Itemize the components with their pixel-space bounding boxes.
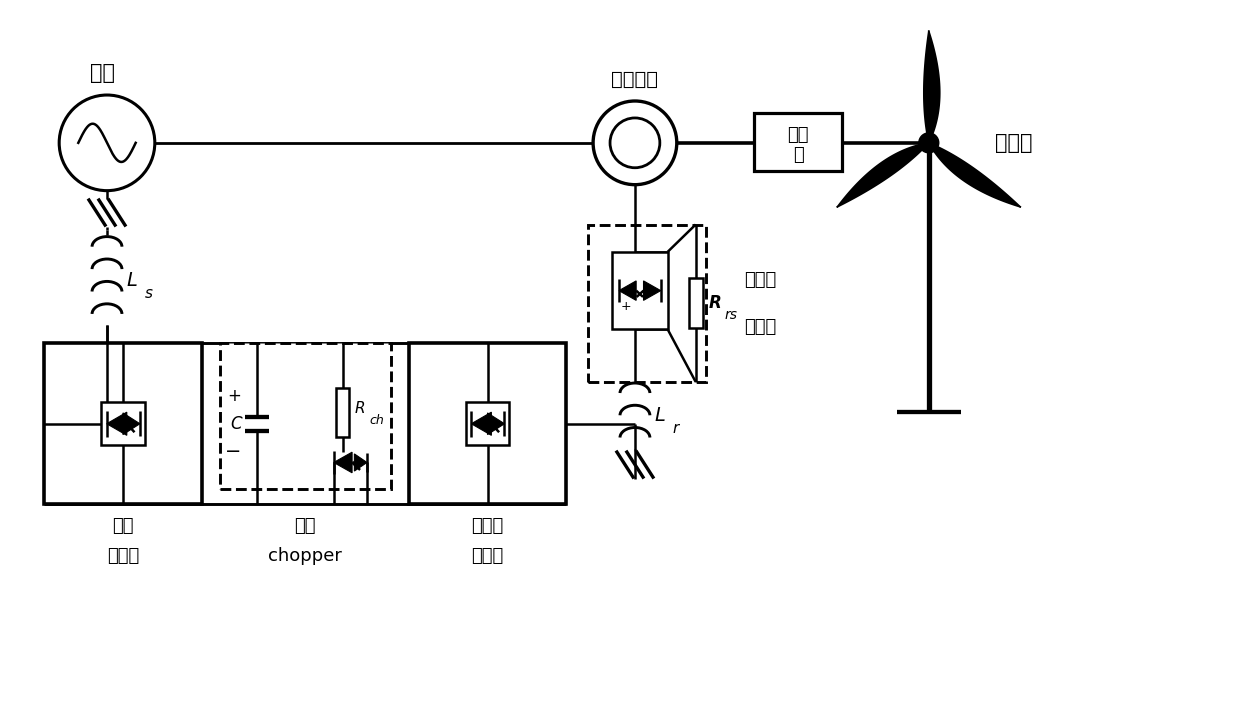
Bar: [754, 113, 842, 171]
Polygon shape: [334, 452, 352, 473]
Text: chopper: chopper: [268, 547, 342, 565]
Text: s: s: [145, 286, 153, 300]
Polygon shape: [471, 412, 491, 435]
Bar: [219, 343, 391, 490]
Text: +: +: [620, 300, 631, 313]
Text: R: R: [355, 401, 365, 416]
Bar: [588, 224, 706, 382]
Bar: [613, 252, 667, 330]
Polygon shape: [107, 412, 126, 435]
Text: 串电阻: 串电阻: [744, 318, 776, 336]
Polygon shape: [924, 32, 940, 143]
Text: ch: ch: [370, 414, 384, 427]
Text: 齿轮: 齿轮: [787, 126, 808, 144]
Polygon shape: [355, 454, 367, 471]
Text: 电网: 电网: [89, 63, 114, 83]
Polygon shape: [123, 413, 140, 435]
Polygon shape: [619, 281, 636, 300]
Text: 双馈电机: 双馈电机: [611, 70, 658, 89]
Polygon shape: [487, 413, 505, 435]
Bar: [102, 402, 145, 445]
Bar: [336, 388, 350, 437]
Polygon shape: [644, 281, 661, 300]
Circle shape: [919, 133, 939, 153]
Text: C: C: [229, 414, 242, 433]
Text: +: +: [228, 387, 242, 405]
Text: 网侧: 网侧: [112, 518, 134, 536]
Text: L: L: [655, 406, 666, 424]
Bar: [45, 343, 202, 505]
Text: 转子侧: 转子侧: [744, 270, 776, 289]
Text: r: r: [673, 421, 680, 436]
Text: L: L: [126, 271, 138, 290]
Text: 直流: 直流: [294, 518, 316, 536]
Text: rs: rs: [724, 308, 738, 322]
Bar: [466, 402, 510, 445]
Bar: [409, 343, 567, 505]
Text: 变流器: 变流器: [107, 547, 139, 565]
Text: 箱: 箱: [792, 146, 804, 163]
Polygon shape: [929, 143, 1021, 206]
Polygon shape: [837, 143, 929, 206]
Text: −: −: [226, 442, 242, 461]
Text: 变流器: 变流器: [471, 547, 503, 565]
Text: 转子侧: 转子侧: [471, 518, 503, 536]
Text: 风力机: 风力机: [994, 133, 1032, 153]
Bar: [688, 278, 703, 328]
Text: R: R: [708, 294, 722, 312]
